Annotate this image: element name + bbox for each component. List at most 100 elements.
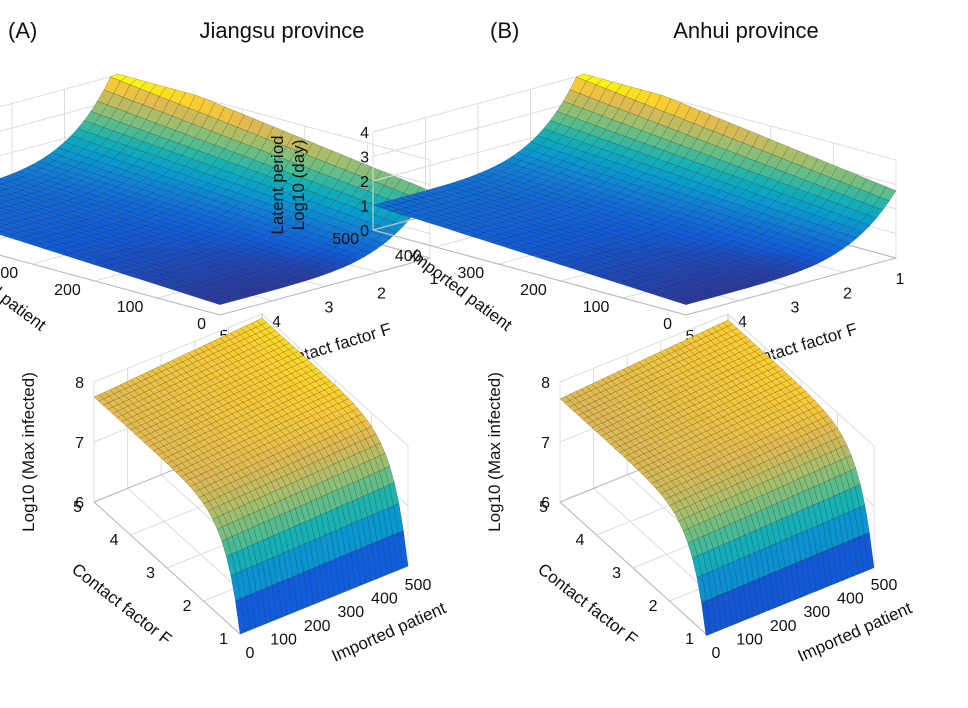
z-tick-label: 3 bbox=[360, 150, 369, 167]
y-tick-label: 100 bbox=[117, 299, 144, 316]
axis-edge bbox=[219, 257, 431, 316]
axis-edge bbox=[685, 257, 897, 316]
surface-mesh bbox=[0, 73, 431, 305]
z-tick-label: 6 bbox=[75, 495, 84, 512]
x-tick-label: 0 bbox=[246, 645, 255, 662]
axis-edge bbox=[93, 501, 241, 635]
grid-line bbox=[0, 99, 118, 132]
panel-label-a: (A) bbox=[8, 18, 37, 43]
z-axis-label: Log10 (Max infected) bbox=[19, 372, 38, 532]
x-tick-label: 500 bbox=[405, 577, 432, 594]
x-tick-label: 3 bbox=[325, 300, 334, 317]
x-tick-label: 200 bbox=[770, 618, 797, 635]
surface-facet bbox=[0, 218, 3, 221]
y-axis-label: Contact factor F bbox=[68, 560, 175, 649]
z-tick-label: 7 bbox=[541, 435, 550, 452]
z-axis-label: Log10 (Max infected) bbox=[485, 372, 504, 532]
axis-edge bbox=[372, 229, 687, 316]
z-axis-label: Latent period bbox=[268, 135, 287, 234]
y-tick-label: 200 bbox=[54, 282, 81, 299]
surface-facet bbox=[0, 176, 16, 182]
surface-facet bbox=[0, 187, 6, 191]
surface-facet bbox=[0, 215, 9, 220]
surface-facet bbox=[0, 219, 13, 225]
surface-facet bbox=[0, 207, 13, 214]
y-tick-label: 100 bbox=[583, 299, 610, 316]
x-tick-label: 4 bbox=[272, 314, 281, 331]
y-tick-label: 200 bbox=[520, 282, 547, 299]
grid-line bbox=[261, 313, 409, 447]
x-tick-label: 400 bbox=[837, 591, 864, 608]
surface-facet bbox=[0, 222, 6, 227]
surface-facet bbox=[0, 196, 13, 202]
y-tick-label: 1 bbox=[685, 631, 694, 648]
y-tick-label: 400 bbox=[395, 248, 422, 265]
surface-facet bbox=[0, 231, 13, 237]
surface-facet bbox=[0, 183, 3, 185]
z-tick-label: 4 bbox=[360, 125, 369, 142]
x-tick-label: 100 bbox=[736, 631, 763, 648]
grid-line bbox=[372, 74, 584, 133]
y-tick-label: 1 bbox=[219, 631, 228, 648]
z-tick-label: 2 bbox=[360, 174, 369, 191]
surface-facet bbox=[0, 203, 10, 209]
surface-facet bbox=[0, 189, 16, 195]
surface-facet bbox=[0, 212, 16, 219]
y-tick-label: 3 bbox=[146, 565, 155, 582]
z-tick-label: 6 bbox=[541, 495, 550, 512]
surface-mesh bbox=[559, 319, 875, 637]
x-tick-label: 2 bbox=[843, 285, 852, 302]
surface-facet bbox=[0, 178, 10, 185]
y-tick-label: 0 bbox=[663, 316, 672, 333]
y-tick-label: 0 bbox=[197, 316, 206, 333]
surface-facet bbox=[0, 191, 10, 197]
surface-mesh bbox=[93, 317, 409, 635]
surface-facet bbox=[0, 195, 3, 198]
y-tick-label: 4 bbox=[110, 532, 119, 549]
y-axis-label: Imported patient bbox=[406, 246, 516, 335]
x-tick-label: 4 bbox=[738, 314, 747, 331]
x-tick-label: 2 bbox=[377, 285, 386, 302]
z-tick-label: 8 bbox=[75, 375, 84, 392]
surface-facet bbox=[0, 224, 16, 230]
axis-edge bbox=[0, 254, 221, 316]
y-tick-label: 500 bbox=[332, 231, 359, 248]
y-tick-label: 4 bbox=[576, 532, 585, 549]
x-tick-label: 100 bbox=[270, 631, 297, 648]
y-tick-label: 300 bbox=[457, 265, 484, 282]
grid-line bbox=[0, 74, 118, 108]
surface-facet bbox=[0, 226, 9, 232]
x-tick-label: 1 bbox=[430, 271, 439, 288]
grid-line bbox=[93, 313, 263, 383]
surface-facet bbox=[0, 230, 3, 232]
y-tick-label: 3 bbox=[612, 565, 621, 582]
y-axis-label: Imported patient bbox=[0, 246, 50, 335]
grid-line bbox=[372, 99, 584, 157]
z-axis-label: Log10 (day) bbox=[289, 140, 308, 231]
x-tick-label: 400 bbox=[371, 591, 398, 608]
x-tick-label: 300 bbox=[803, 604, 830, 621]
chart-title-anhui: Anhui province bbox=[673, 18, 819, 43]
surface-facet bbox=[0, 207, 3, 209]
x-tick-label: 1 bbox=[896, 271, 905, 288]
y-tick-label: 2 bbox=[649, 598, 658, 615]
z-tick-label: 7 bbox=[75, 435, 84, 452]
x-tick-label: 0 bbox=[712, 645, 721, 662]
y-tick-label: 2 bbox=[183, 598, 192, 615]
x-tick-label: 300 bbox=[337, 604, 364, 621]
z-tick-label: 1 bbox=[360, 199, 369, 216]
panel-label-b: (B) bbox=[490, 18, 519, 43]
surface-facet bbox=[0, 211, 6, 215]
surface-facet bbox=[0, 199, 6, 203]
z-tick-label: 0 bbox=[360, 223, 369, 240]
surface-facet bbox=[0, 201, 16, 207]
x-tick-label: 5 bbox=[686, 328, 695, 345]
surface-mesh bbox=[372, 73, 897, 305]
x-tick-label: 3 bbox=[791, 300, 800, 317]
